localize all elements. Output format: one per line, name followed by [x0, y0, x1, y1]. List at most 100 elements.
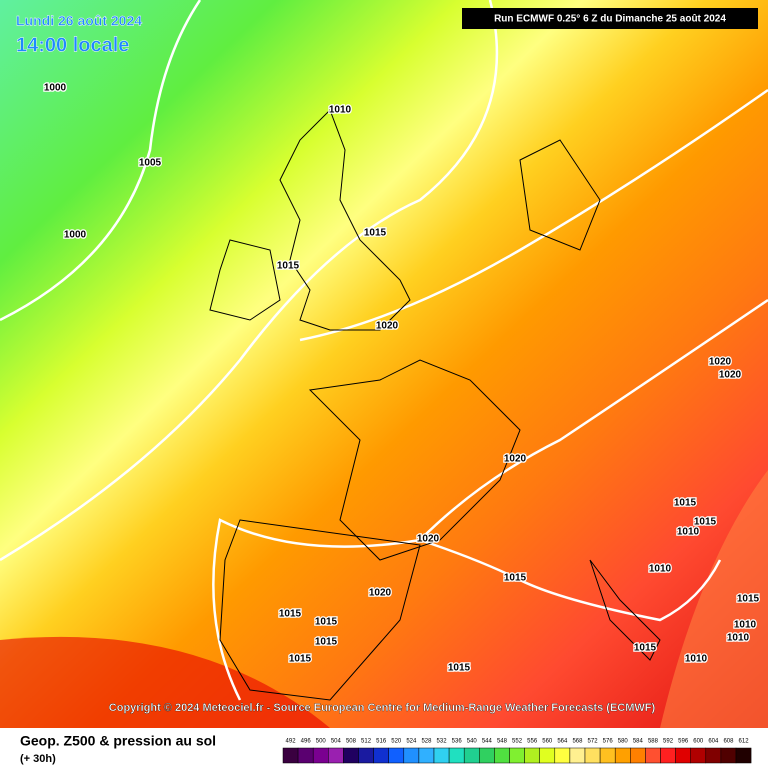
scale-label: 604 — [708, 739, 719, 745]
isobar-label: 1015 — [737, 594, 760, 605]
date: Lundi 26 août 2024 — [16, 13, 142, 29]
scale-label: 596 — [678, 739, 689, 745]
scale-label: 504 — [331, 739, 342, 745]
scale-swatch — [312, 747, 329, 764]
scale-label: 548 — [497, 739, 508, 745]
isobar-label: 1015 — [277, 261, 300, 272]
scale-swatch — [373, 747, 389, 764]
scale-swatch — [388, 747, 405, 764]
scale-label: 552 — [512, 739, 523, 745]
isobar-label: 1005 — [139, 158, 162, 169]
copyright: Copyright © 2024 Meteociel.fr - Source E… — [109, 702, 656, 714]
scale-swatch — [645, 747, 661, 764]
map-background — [0, 0, 768, 728]
scale-swatch — [403, 747, 420, 764]
scale-swatch — [705, 747, 722, 764]
scale-swatch — [690, 747, 707, 764]
scale-label: 492 — [286, 739, 297, 745]
isobar-label: 1015 — [279, 609, 302, 620]
isobar-label: 1020 — [504, 454, 527, 465]
scale-label: 496 — [301, 739, 312, 745]
scale-swatch — [675, 747, 691, 764]
scale-swatch — [630, 747, 646, 764]
heat-band — [660, 470, 768, 728]
local-time: 14:00 locale — [16, 34, 129, 56]
isobar-label: 1020 — [417, 534, 440, 545]
scale-swatch — [297, 747, 314, 764]
isobar-label: 1010 — [685, 654, 708, 665]
scale-label: 600 — [693, 739, 704, 745]
isobar-labels: 1000100510001010101510151020102010201020… — [43, 81, 761, 675]
scale-swatch — [524, 747, 540, 764]
isobar-label: 1020 — [709, 357, 732, 368]
scale-swatch — [343, 747, 359, 764]
scale-label: 572 — [588, 739, 599, 745]
isobar-label: 1010 — [677, 527, 700, 538]
isobar-label: 1000 — [64, 230, 87, 241]
isobar-label: 1015 — [315, 617, 338, 628]
isobar-label: 1010 — [649, 564, 672, 575]
isobar-label: 1000 — [44, 83, 67, 94]
scale-label: 564 — [557, 739, 568, 745]
isobar-label: 1015 — [634, 643, 657, 654]
scale-swatch — [358, 747, 374, 764]
scale-label: 528 — [421, 739, 432, 745]
scale-label: 576 — [603, 739, 614, 745]
scale-label: 568 — [572, 739, 583, 745]
heat-band — [0, 636, 330, 728]
isobar-label: 1015 — [448, 663, 471, 674]
scale-swatch — [599, 747, 616, 764]
scale-label: 520 — [391, 739, 402, 745]
scale-label: 508 — [346, 739, 357, 745]
run-box — [462, 8, 758, 29]
scale-label: 516 — [376, 739, 387, 745]
footer-title: Geop. Z500 & pression au sol — [20, 733, 216, 749]
scale-label: 560 — [542, 739, 553, 745]
isobar-label: 1020 — [719, 370, 742, 381]
scale-label: 500 — [316, 739, 327, 745]
scale-label: 612 — [739, 739, 750, 745]
scale-swatch — [418, 747, 435, 764]
scale-label: 512 — [361, 739, 372, 745]
isobar-label: 1015 — [364, 228, 387, 239]
isobars — [0, 0, 768, 700]
scale-label: 556 — [527, 739, 538, 745]
isobar-label: 1020 — [369, 588, 392, 599]
isobar-label: 1015 — [289, 654, 312, 665]
scale-swatch — [328, 747, 344, 764]
scale-label: 532 — [437, 739, 448, 745]
scale-label: 536 — [452, 739, 463, 745]
isobar-label: 1010 — [727, 633, 750, 644]
scale-swatch — [509, 747, 525, 764]
isobar-label: 1015 — [504, 573, 527, 584]
color-scale: 492 496 500 504 508 512 516 520 524 528 532 536 540 5… — [282, 739, 752, 764]
isobar-label: 1020 — [376, 321, 399, 332]
isobar-label: 1010 — [734, 620, 757, 631]
run-info: Run ECMWF 0.25° 6 Z du Dimanche 25 août … — [494, 14, 726, 25]
isobar-label: 1010 — [329, 105, 352, 116]
scale-swatch — [660, 747, 676, 764]
coastlines — [209, 109, 661, 701]
scale-label: 580 — [618, 739, 629, 745]
footer-lead: (+ 30h) — [20, 753, 56, 765]
scale-label: 588 — [648, 739, 659, 745]
scale-label: 592 — [663, 739, 674, 745]
scale-swatch — [448, 747, 465, 764]
scale-swatch — [569, 747, 586, 764]
isobar-label: 1015 — [694, 517, 717, 528]
scale-swatch — [433, 747, 450, 764]
scale-swatch — [539, 747, 556, 764]
scale-label: 584 — [633, 739, 644, 745]
scale-swatch — [282, 747, 299, 764]
scale-swatch — [554, 747, 571, 764]
scale-swatch — [720, 747, 737, 764]
scale-label: 540 — [467, 739, 478, 745]
isobar-label: 1015 — [674, 498, 697, 509]
isobar-label: 1015 — [315, 637, 338, 648]
scale-label: 608 — [723, 739, 734, 745]
scale-swatch — [735, 747, 752, 764]
scale-label: 544 — [482, 739, 493, 745]
scale-swatch — [614, 747, 631, 764]
scale-swatch — [479, 747, 495, 764]
